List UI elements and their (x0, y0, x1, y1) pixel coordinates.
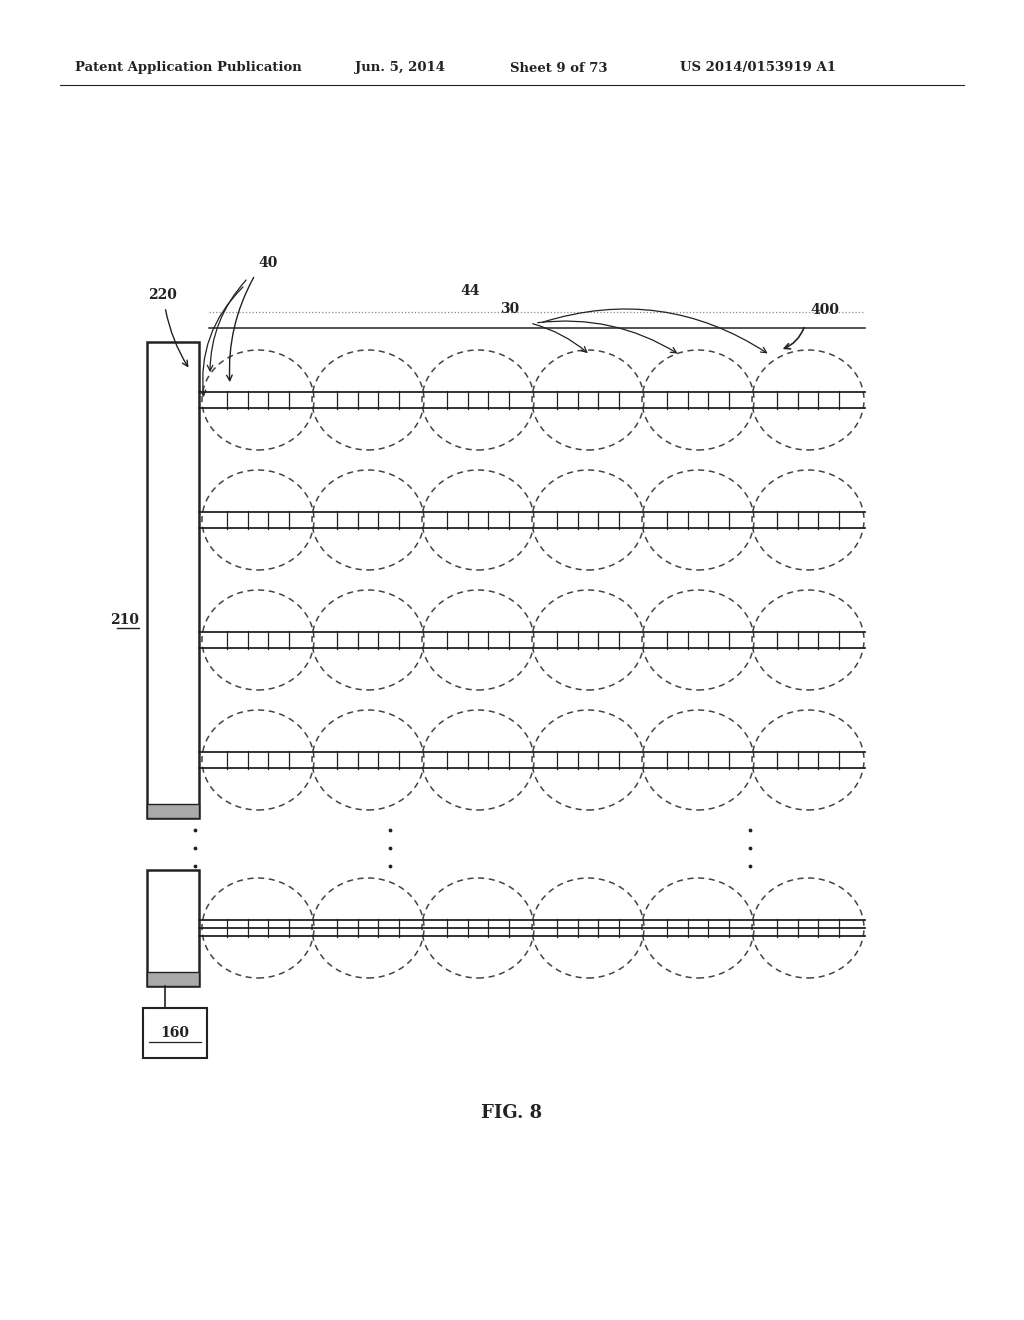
Text: 40: 40 (258, 256, 278, 271)
Text: 160: 160 (161, 1026, 189, 1040)
Text: Sheet 9 of 73: Sheet 9 of 73 (510, 62, 607, 74)
Text: 30: 30 (500, 302, 519, 315)
Text: 210: 210 (110, 612, 139, 627)
Bar (147, 804, 199, 818)
Bar (147, 972, 199, 986)
Bar (147, 342, 199, 818)
Bar (143, 1008, 207, 1059)
Text: Patent Application Publication: Patent Application Publication (75, 62, 302, 74)
Text: Jun. 5, 2014: Jun. 5, 2014 (355, 62, 445, 74)
Text: US 2014/0153919 A1: US 2014/0153919 A1 (680, 62, 836, 74)
Text: 44: 44 (460, 284, 480, 298)
Text: FIG. 8: FIG. 8 (481, 1104, 543, 1122)
Text: 400: 400 (810, 304, 839, 317)
Text: 220: 220 (148, 288, 177, 302)
Bar (147, 870, 199, 986)
